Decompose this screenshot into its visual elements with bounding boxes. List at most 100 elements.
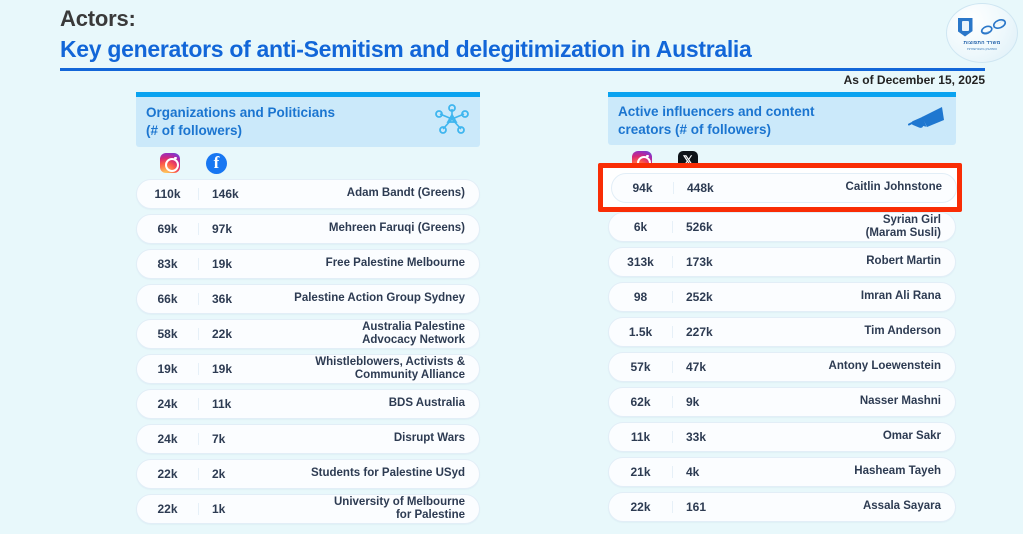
table-row[interactable]: 62k 9k Nasser Mashni — [608, 387, 956, 417]
row-name: Australia Palestine Advocacy Network — [362, 320, 465, 346]
row-primary-followers: 22k — [137, 468, 199, 480]
table-row[interactable]: 83k 19k Free Palestine Melbourne — [136, 249, 480, 279]
row-primary-followers: 1.5k — [609, 326, 673, 338]
row-name: Adam Bandt (Greens) — [346, 187, 465, 200]
row-secondary-followers: 227k — [686, 325, 713, 339]
row-primary-followers: 22k — [137, 503, 199, 515]
row-secondary-followers: 7k — [212, 432, 226, 446]
row-secondary-followers: 33k — [686, 430, 707, 444]
panel-header: Organizations and Politicians (# of foll… — [136, 97, 480, 147]
table-row[interactable]: 6k 526k Syrian Girl (Maram Susli) — [608, 212, 956, 242]
row-secondary-followers: 4k — [686, 465, 700, 479]
table-row[interactable]: 57k 47k Antony Loewenstein — [608, 352, 956, 382]
row-primary-followers: 62k — [609, 396, 673, 408]
row-name: Syrian Girl (Maram Susli) — [865, 213, 941, 239]
instagram-icon — [160, 153, 180, 173]
row-primary-followers: 313k — [609, 256, 673, 268]
row-primary-followers: 19k — [137, 363, 199, 375]
row-name: Disrupt Wars — [393, 432, 465, 445]
table-row[interactable]: 24k 11k BDS Australia — [136, 389, 480, 419]
row-primary-followers: 24k — [137, 433, 199, 445]
row-secondary-followers: 2k — [212, 467, 226, 481]
row-primary-followers: 21k — [609, 466, 673, 478]
table-row[interactable]: 21k 4k Hasheam Tayeh — [608, 457, 956, 487]
platform-icons-row: f — [136, 147, 480, 179]
row-name: Mehreen Faruqi (Greens) — [328, 222, 465, 235]
as-of-date: As of December 15, 2025 — [843, 73, 985, 87]
row-instagram-followers: 94k — [612, 182, 674, 194]
row-primary-followers: 83k — [137, 258, 199, 270]
row-name: Caitlin Johnstone — [845, 181, 942, 194]
row-secondary-followers: 11k — [212, 397, 232, 411]
influencers-table: 94k 448k Caitlin Johnstone 6k 526k Syrian Gir… — [608, 177, 956, 522]
row-secondary-followers: 19k — [212, 257, 233, 271]
table-row[interactable]: 1.5k 227k Tim Anderson — [608, 317, 956, 347]
caitlin-johnstone-highlight-box: 94k 448k Caitlin Johnstone — [598, 163, 962, 212]
row-primary-followers: 24k — [137, 398, 199, 410]
megaphone-icon — [908, 103, 946, 138]
panel-top-accent-bar — [136, 92, 480, 97]
table-row[interactable]: 24k 7k Disrupt Wars — [136, 424, 480, 454]
row-secondary-followers: 22k — [212, 327, 233, 341]
row-name: Whistleblowers, Activists & Community Al… — [315, 355, 465, 381]
row-name: Free Palestine Melbourne — [325, 257, 465, 270]
table-row[interactable]: 98 252k Imran Ali Rana — [608, 282, 956, 312]
row-secondary-followers: 19k — [212, 362, 233, 376]
panel-title: Organizations and Politicians (# of foll… — [146, 105, 336, 138]
panel-title: Active influencers and content creators … — [618, 104, 815, 137]
row-secondary-followers: 36k — [212, 292, 233, 306]
row-primary-followers: 11k — [609, 431, 673, 443]
row-name: Students for Palestine USyd — [310, 467, 465, 480]
table-row[interactable]: 66k 36k Palestine Action Group Sydney — [136, 284, 480, 314]
row-primary-followers: 58k — [137, 328, 199, 340]
panel-organizations-and-politicians: Organizations and Politicians (# of foll… — [136, 92, 480, 529]
row-primary-followers: 57k — [609, 361, 673, 373]
row-name: Palestine Action Group Sydney — [294, 292, 465, 305]
table-row[interactable]: 69k 97k Mehreen Faruqi (Greens) — [136, 214, 480, 244]
eyebrow-title: Actors: — [60, 6, 136, 31]
panel-active-influencers: Active influencers and content creators … — [608, 92, 956, 527]
network-nodes-icon — [434, 103, 470, 140]
row-name: University of Melbourne for Palestine — [334, 495, 465, 521]
row-name: Robert Martin — [866, 255, 941, 268]
table-row[interactable]: 94k 448k Caitlin Johnstone — [611, 173, 957, 203]
row-primary-followers: 66k — [137, 293, 199, 305]
row-secondary-followers: 146k — [212, 187, 239, 201]
facebook-icon: f — [206, 152, 227, 174]
table-row[interactable]: 110k 146k Adam Bandt (Greens) — [136, 179, 480, 209]
row-name: Omar Sakr — [882, 430, 941, 443]
row-x-followers: 448k — [687, 181, 714, 195]
row-name: Antony Loewenstein — [828, 360, 941, 373]
row-secondary-followers: 9k — [686, 395, 700, 409]
ministry-logo: משרד התפוצות והמאבק באנטישמיות — [946, 3, 1018, 63]
table-row[interactable]: 58k 22k Australia Palestine Advocacy Netwo… — [136, 319, 480, 349]
row-secondary-followers: 161 — [686, 500, 707, 514]
ribbon-icon — [979, 19, 1006, 35]
title-divider — [60, 68, 985, 71]
row-name: Hasheam Tayeh — [854, 465, 941, 478]
row-name: Imran Ali Rana — [860, 290, 941, 303]
table-row[interactable]: 22k 2k Students for Palestine USyd — [136, 459, 480, 489]
table-row[interactable]: 11k 33k Omar Sakr — [608, 422, 956, 452]
table-row[interactable]: 19k 19k Whistleblowers, Activists & Commun… — [136, 354, 480, 384]
row-secondary-followers: 526k — [686, 220, 713, 234]
logo-ministry-subtitle: והמאבק באנטישמיות — [967, 47, 997, 51]
row-secondary-followers: 97k — [212, 222, 233, 236]
table-row[interactable]: 22k 1k University of Melbourne for Palesti… — [136, 494, 480, 524]
row-secondary-followers: 1k — [212, 502, 226, 516]
logo-marks — [957, 15, 1007, 39]
israel-state-emblem-icon — [957, 17, 973, 37]
slide-header: Actors: Key generators of anti-Semitism … — [0, 0, 1023, 90]
row-name: Nasser Mashni — [859, 395, 941, 408]
row-primary-followers: 22k — [609, 501, 673, 513]
panel-header: Active influencers and content creators … — [608, 97, 956, 145]
page-title: Key generators of anti-Semitism and dele… — [60, 36, 752, 62]
row-secondary-followers: 47k — [686, 360, 707, 374]
logo-ministry-name: משרד התפוצות — [963, 40, 1001, 46]
table-row[interactable]: 313k 173k Robert Martin — [608, 247, 956, 277]
row-secondary-followers: 173k — [686, 255, 713, 269]
row-name: Assala Sayara — [862, 500, 941, 513]
organizations-table: 110k 146k Adam Bandt (Greens) 69k 97k Mehreen… — [136, 179, 480, 524]
row-name: BDS Australia — [388, 397, 465, 410]
table-row[interactable]: 22k 161 Assala Sayara — [608, 492, 956, 522]
